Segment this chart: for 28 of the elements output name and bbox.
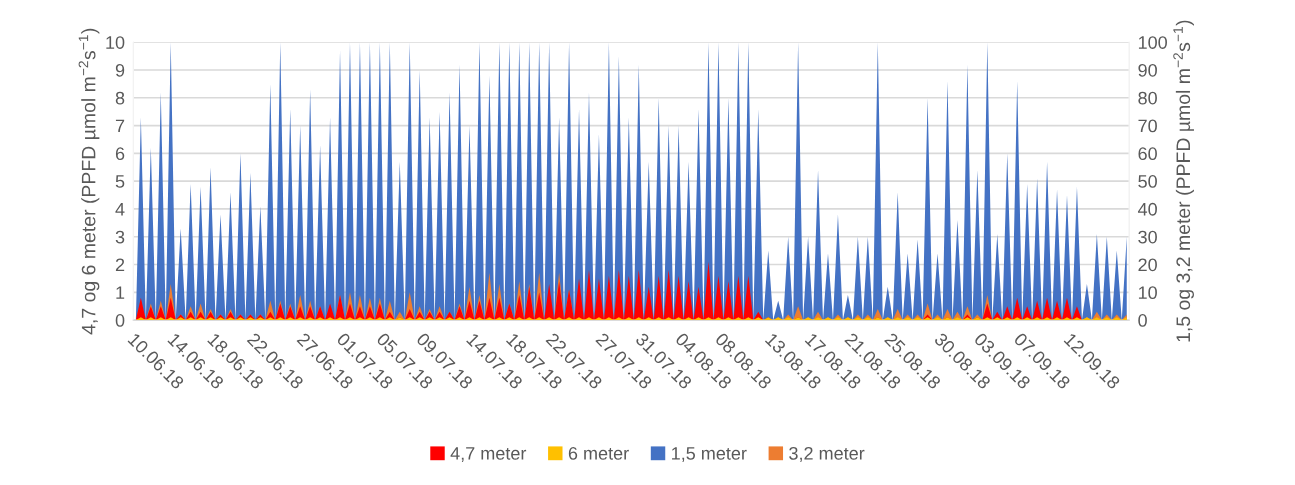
y2-tick-label: 100 [1138, 36, 1167, 49]
y-tick-label: 10 [106, 36, 125, 49]
legend-label: 1,5 meter [672, 447, 747, 462]
y-tick-label: 2 [115, 258, 125, 272]
y2-tick-label: 50 [1138, 175, 1157, 188]
y2-tick-label: 70 [1138, 119, 1157, 133]
y2-tick-label: 0 [1138, 314, 1147, 327]
y2-tick-label: 90 [1138, 63, 1157, 77]
y-tick-label: 7 [115, 119, 125, 133]
y-tick-label: 4 [115, 203, 125, 216]
y-tick-label: 8 [115, 91, 125, 105]
y-tick-label: 3 [115, 230, 125, 244]
legend-label: 4,7 meter [450, 447, 527, 462]
y-tick-label: 5 [115, 175, 125, 188]
y-tick-label: 6 [115, 147, 125, 161]
y-axis-title: 4,7 og 6 meter (PPFD µmol m$^{−2}$s$^{−1}$) [78, 28, 100, 335]
y-tick-label: 9 [115, 63, 125, 77]
y2-tick-label: 10 [1138, 286, 1157, 300]
legend-label: 3,2 meter [789, 446, 865, 462]
y2-tick-label: 40 [1137, 202, 1157, 216]
y2-axis-title: 1,5 og 3,2 meter (PPFD µmol m$^{−2}$s$^{−1}$) [1173, 20, 1194, 342]
y2-tick-label: 80 [1138, 91, 1157, 105]
y-tick-label: 0 [115, 314, 125, 327]
y2-tick-label: 30 [1138, 230, 1157, 244]
y2-tick-label: 20 [1138, 258, 1157, 272]
legend-label: 6 meter [568, 446, 629, 460]
y-tick-label: 1 [116, 286, 125, 299]
y2-tick-label: 60 [1138, 147, 1157, 161]
